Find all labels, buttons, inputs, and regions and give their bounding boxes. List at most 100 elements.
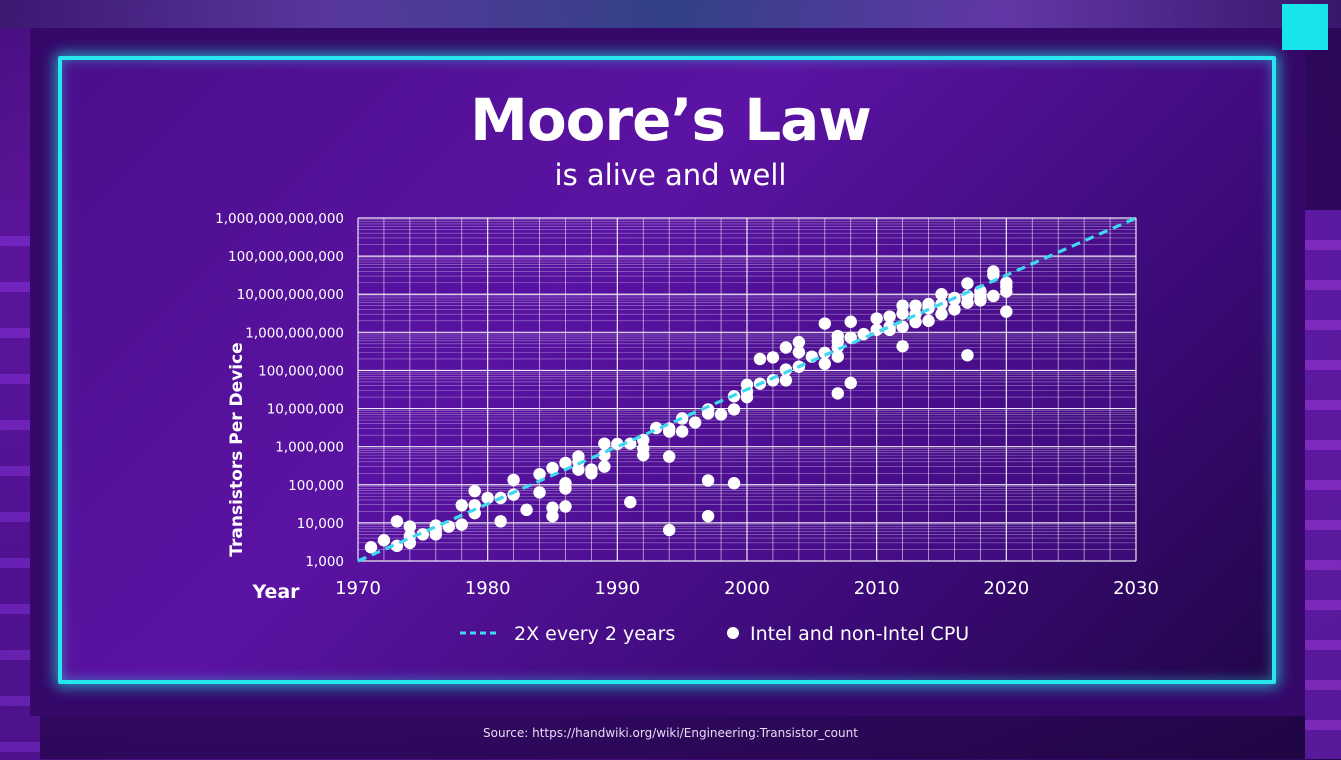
data-point	[779, 374, 793, 387]
data-point	[637, 448, 650, 462]
y-tick-label: 1,000	[305, 554, 344, 570]
data-point	[663, 523, 676, 537]
x-tick-label: 2000	[724, 578, 770, 599]
background-right-glow	[1305, 210, 1341, 759]
x-tick-label: 2010	[854, 578, 900, 599]
x-tick-label: 1990	[594, 578, 640, 599]
slide-title: Moore’s Law	[470, 86, 872, 154]
data-point	[831, 387, 844, 400]
data-point	[987, 289, 1000, 303]
data-point	[624, 495, 637, 509]
data-point	[922, 297, 935, 311]
y-tick-label: 10,000,000,000	[237, 287, 344, 303]
y-tick-label: 1,000,000,000	[245, 325, 344, 341]
data-point	[818, 346, 831, 359]
data-point	[727, 477, 741, 490]
legend-cpu-label: Intel and non-Intel CPU	[750, 623, 969, 645]
data-point	[883, 310, 896, 323]
data-point	[1000, 285, 1013, 298]
data-point	[753, 352, 767, 366]
y-tick-label: 10,000,000	[267, 402, 344, 418]
data-point	[831, 350, 844, 363]
data-point	[974, 294, 987, 307]
data-point	[403, 520, 417, 533]
data-point	[714, 408, 728, 421]
data-point	[377, 534, 391, 547]
data-point	[831, 335, 844, 348]
data-point	[896, 307, 909, 320]
y-tick-label: 100,000	[288, 478, 344, 494]
data-point	[792, 346, 806, 359]
y-tick-label: 10,000	[297, 516, 344, 532]
data-point	[494, 515, 507, 528]
data-point	[935, 288, 948, 301]
data-point	[559, 482, 572, 495]
data-point	[1000, 276, 1013, 289]
data-point	[429, 528, 442, 541]
data-point	[663, 450, 676, 463]
corner-accent-square	[1282, 4, 1328, 50]
data-point	[922, 314, 935, 328]
data-point	[546, 461, 559, 475]
data-point	[818, 357, 831, 370]
data-point	[818, 317, 831, 330]
legend-trend-label: 2X every 2 years	[514, 623, 675, 645]
data-point	[533, 467, 546, 481]
data-point	[585, 463, 598, 476]
data-point	[844, 315, 857, 328]
data-point	[481, 491, 494, 505]
data-point	[688, 416, 702, 429]
data-point	[948, 303, 961, 316]
data-point	[663, 425, 676, 438]
data-point	[779, 363, 793, 376]
slide-subtitle: is alive and well	[554, 158, 787, 192]
x-tick-label: 1980	[465, 578, 511, 599]
data-point	[507, 473, 520, 487]
data-point	[572, 463, 585, 476]
data-point	[559, 456, 572, 470]
data-point	[779, 341, 793, 354]
data-point	[740, 390, 754, 404]
data-point	[961, 277, 974, 290]
data-point	[961, 349, 974, 362]
data-point	[468, 484, 481, 498]
y-tick-label: 1,000,000,000,000	[215, 211, 344, 227]
data-point	[520, 503, 533, 517]
data-point	[455, 518, 468, 531]
data-point	[364, 541, 378, 554]
legend-dot-swatch	[727, 627, 739, 639]
data-point	[455, 499, 468, 512]
y-tick-label: 100,000,000,000	[228, 249, 344, 265]
data-point	[844, 376, 857, 390]
data-point	[844, 331, 857, 344]
x-tick-label: 2030	[1113, 578, 1159, 599]
data-point	[935, 307, 948, 321]
background-top-strip	[0, 0, 1341, 28]
x-tick-label: 1970	[335, 578, 381, 599]
data-point	[701, 509, 715, 523]
data-point	[559, 500, 572, 513]
data-point	[727, 403, 741, 416]
x-tick-label: 2020	[983, 578, 1029, 599]
trend-line	[357, 216, 1137, 563]
data-point	[533, 486, 546, 499]
y-tick-label: 100,000,000	[258, 363, 344, 379]
data-point	[883, 320, 896, 333]
data-point	[1000, 305, 1013, 318]
data-point	[416, 528, 430, 541]
y-axis-label: Transistors Per Device	[227, 342, 247, 556]
source-citation: Source: https://handwiki.org/wiki/Engine…	[483, 726, 858, 740]
data-point	[675, 425, 689, 438]
data-point	[701, 474, 715, 487]
data-point	[870, 312, 883, 325]
y-tick-label: 1,000,000	[275, 440, 344, 456]
x-axis-label: Year	[251, 581, 300, 603]
data-point	[546, 509, 559, 523]
data-point	[675, 412, 689, 425]
data-point	[766, 351, 780, 364]
data-point	[896, 340, 909, 353]
data-point	[598, 460, 611, 473]
data-point	[598, 437, 611, 450]
data-point	[390, 515, 404, 528]
